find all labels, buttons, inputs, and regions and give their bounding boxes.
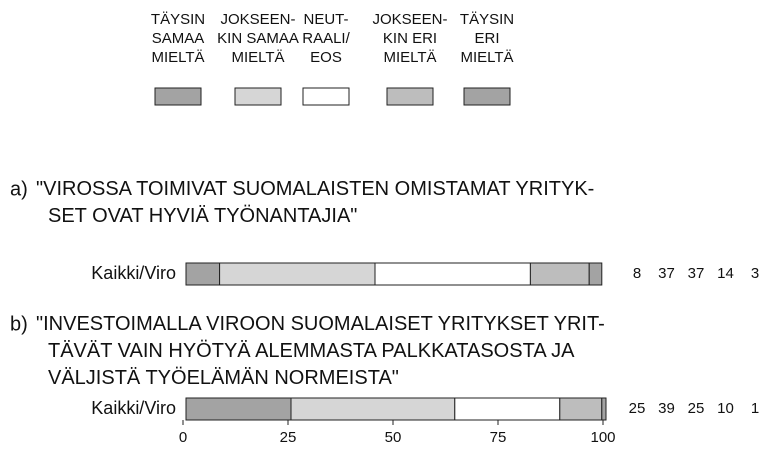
legend-swatch	[386, 87, 434, 106]
bar-segment	[601, 397, 607, 421]
bar-segment	[529, 262, 590, 286]
x-tick-label: 50	[385, 429, 402, 446]
category-label: Kaikki/Viro	[91, 263, 176, 283]
value-label: 3	[751, 265, 759, 282]
x-tick-label: 100	[590, 429, 615, 446]
x-tick-label: 75	[490, 429, 507, 446]
legend-label: NEUT-RAALI/EOS	[302, 11, 350, 66]
value-label: 10	[717, 400, 734, 417]
bar-segment	[374, 262, 531, 286]
bar-segment	[559, 397, 603, 421]
bar-segment	[185, 397, 292, 421]
legend-label: TÄYSIN SAMAA MIELTÄ	[151, 11, 205, 66]
value-label: 25	[688, 400, 705, 417]
x-tick-label: 25	[280, 429, 297, 446]
bar-segment	[588, 262, 603, 286]
value-label: 8	[633, 265, 641, 282]
x-tick-label: 0	[179, 429, 187, 446]
value-label: 37	[688, 265, 705, 282]
panel-label: b)	[10, 313, 28, 335]
legend-label: JOKSEEN-KIN ERI MIELTÄ	[372, 11, 447, 66]
legend-swatch	[234, 87, 282, 106]
bar-segment	[219, 262, 376, 286]
legend-label: TÄYSIN ERI MIELTÄ	[460, 11, 514, 66]
bar-segment	[290, 397, 456, 421]
category-label: Kaikki/Viro	[91, 398, 176, 418]
legend-swatch	[463, 87, 511, 106]
bar-segment	[454, 397, 561, 421]
value-label: 39	[658, 400, 675, 417]
value-label: 1	[751, 400, 759, 417]
panel-title: "VIROSSA TOIMIVAT SUOMALAISTEN OMISTAMAT…	[36, 178, 594, 227]
legend-label: JOKSEEN-KIN SAMAA MIELTÄ	[217, 11, 299, 66]
value-label: 14	[717, 265, 734, 282]
panel-title: "INVESTOIMALLA VIROON SUOMALAISET YRITYK…	[36, 313, 605, 389]
legend-swatch	[302, 87, 350, 106]
panel-label: a)	[10, 178, 28, 200]
value-label: 25	[629, 400, 646, 417]
bar-segment	[185, 262, 221, 286]
legend-swatch	[154, 87, 202, 106]
value-label: 37	[658, 265, 675, 282]
